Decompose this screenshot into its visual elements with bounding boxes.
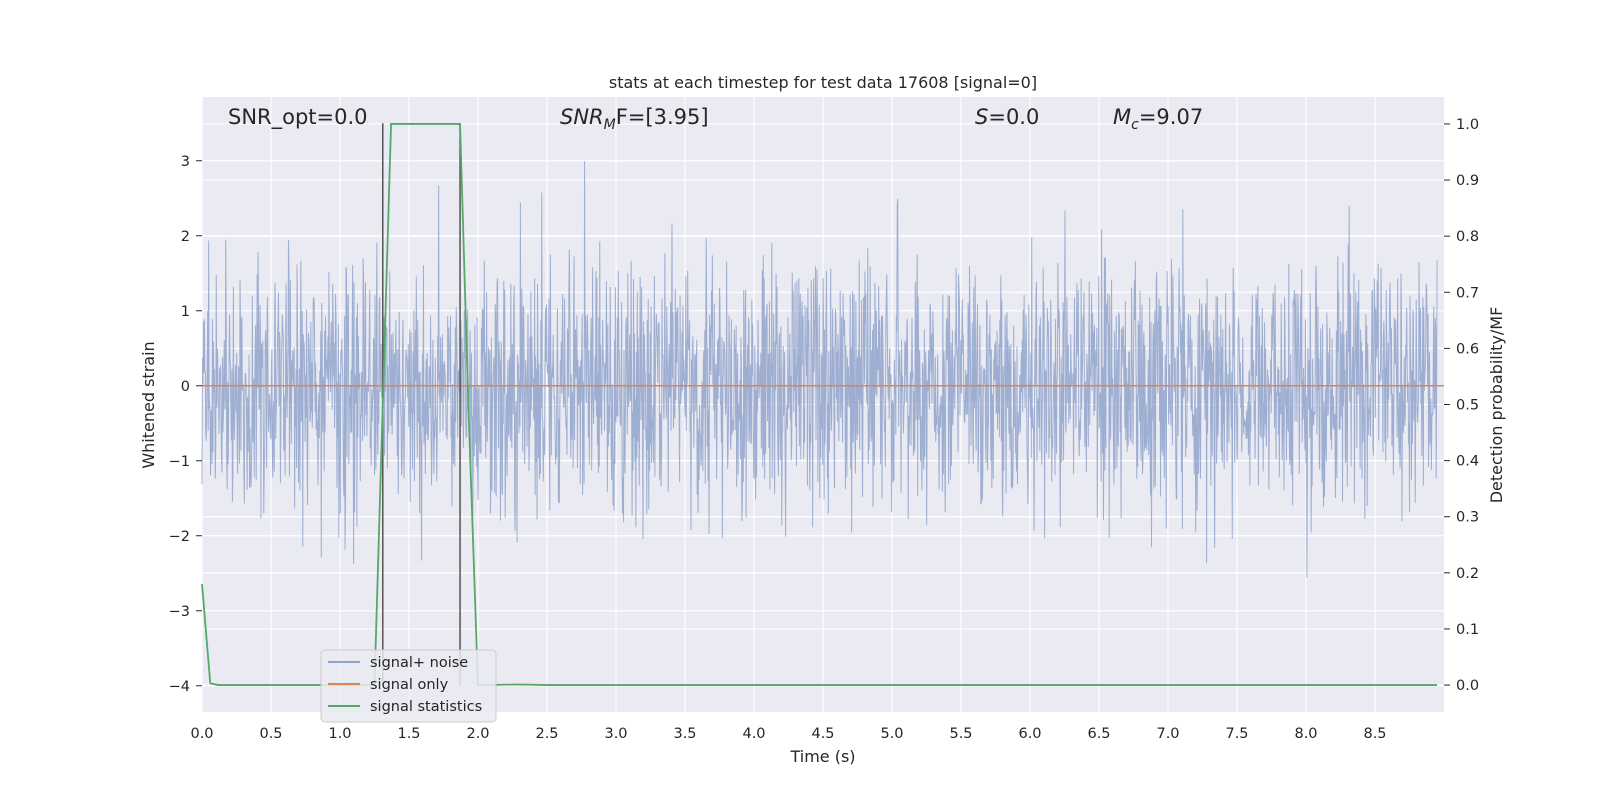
s-italic: S [975,105,988,129]
snr-mf-sub: M [604,117,616,133]
y-right-tick-label: 0.7 [1456,285,1479,301]
mc-sub: c [1131,117,1139,133]
tick-labels: 0.0 0.5 1.0 1.5 2.0 2.5 3.0 3.5 4.0 4.5 5.0 5.5 6.0 6… [169,117,1479,742]
x-tick-label: 0.0 [190,726,213,742]
y-tick-label: −4 [169,679,190,695]
chart-title: stats at each timestep for test data 176… [609,73,1037,92]
y-axis-right-label: Detection probability/MF [1487,307,1506,504]
snr-mf-rest: F=[3.95] [616,105,709,129]
s-rest: =0.0 [988,105,1039,129]
y-right-tick-label: 0.0 [1456,678,1479,694]
x-tick-label: 4.5 [811,726,834,742]
x-tick-label: 7.0 [1156,726,1179,742]
y-tick-label: 1 [181,304,190,320]
signal-statistics-series [201,123,1438,686]
mc-rest: =9.07 [1139,105,1203,129]
y-tick-label: 2 [181,229,190,245]
x-tick-label: 6.0 [1018,726,1041,742]
x-tick-label: 6.5 [1087,726,1110,742]
x-tick-label: 0.5 [259,726,282,742]
y-tick-label: 3 [181,154,190,170]
y-right-tick-label: 0.1 [1456,622,1479,638]
y-tick-label: −2 [169,529,190,545]
x-tick-label: 5.0 [880,726,903,742]
y-right-tick-label: 0.8 [1456,229,1479,245]
x-tick-label: 3.0 [604,726,627,742]
y-right-tick-label: 1.0 [1456,117,1479,133]
x-tick-label: 8.0 [1294,726,1317,742]
y-right-tick-label: 0.9 [1456,173,1479,189]
y-right-tick-label: 0.2 [1456,566,1479,582]
x-tick-label: 2.5 [535,726,558,742]
x-tick-label: 7.5 [1225,726,1248,742]
y-right-tick-label: 0.6 [1456,341,1479,357]
annotation-snr-opt: SNR_opt=0.0 [228,105,368,130]
legend-label-signal-noise: signal+ noise [370,655,468,671]
y-right-tick-label: 0.5 [1456,398,1479,414]
x-tick-label: 2.0 [466,726,489,742]
y-right-tick-label: 0.3 [1456,510,1479,526]
signal-noise-line [201,161,1438,578]
y-right-tick-label: 0.4 [1456,454,1479,470]
mc-base: M [1113,105,1131,129]
annotation-s: S=0.0 [975,105,1039,129]
y-tick-label: −3 [169,604,190,620]
signal-noise-series [201,161,1438,578]
legend: signal+ noise signal only signal statist… [320,649,497,723]
annotation-mc: Mc=9.07 [1113,105,1203,133]
y-tick-label: −1 [169,454,190,470]
x-tick-label: 1.0 [328,726,351,742]
x-tick-label: 5.5 [949,726,972,742]
snr-mf-base: SNR [560,105,604,129]
x-tick-label: 3.5 [673,726,696,742]
x-tick-label: 8.5 [1363,726,1386,742]
annotation-snr-mf: SNRMF=[3.95] [560,105,709,133]
x-tick-label: 4.0 [742,726,765,742]
x-tick-label: 1.5 [397,726,420,742]
x-axis-label: Time (s) [789,747,855,766]
legend-label-signal-statistics: signal statistics [370,699,482,715]
signal-statistics-line [201,123,1438,686]
y-tick-label: 0 [181,379,190,395]
legend-label-signal-only: signal only [370,677,449,693]
y-axis-label: Whitened strain [139,341,158,468]
legend-box [320,649,497,723]
